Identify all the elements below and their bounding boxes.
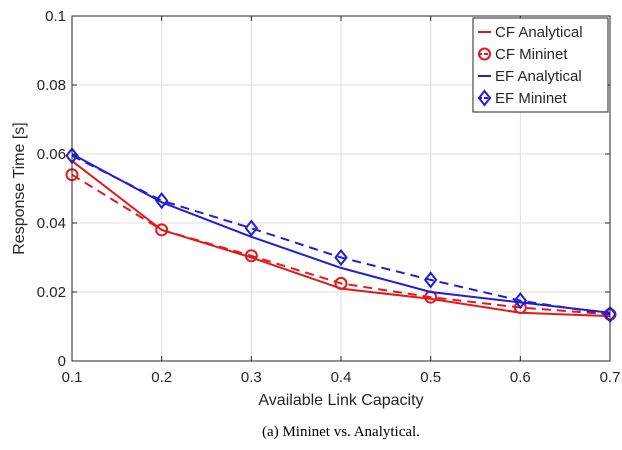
data-point-ef-mininet (334, 248, 348, 267)
x-tick-label: 0.1 (62, 369, 83, 386)
x-tick-label: 0.5 (420, 369, 441, 386)
legend-marker-cf-mininet (478, 47, 491, 61)
legend-box (472, 17, 609, 113)
x-tick-label: 0.6 (510, 369, 531, 386)
data-point-ef-mininet (423, 271, 438, 289)
series-line-ef-analytical (71, 153, 611, 314)
y-tick-label: 0.06 (37, 146, 66, 163)
series-ef-mininet (65, 147, 617, 324)
legend-label: CF Mininet (495, 46, 568, 63)
data-point-cf-mininet (334, 276, 348, 290)
data-point-ef-mininet (513, 292, 528, 310)
x-tick-label: 0.2 (151, 369, 172, 386)
y-axis-label: Response Time [s] (11, 122, 28, 255)
x-tick-label: 0.7 (600, 369, 621, 386)
y-tick-label: 0 (58, 353, 66, 370)
y-tick-label: 0.08 (37, 77, 66, 94)
data-point-ef-mininet (244, 219, 259, 237)
x-tick-label: 0.4 (331, 369, 352, 386)
series-line-ef-mininet (71, 154, 611, 316)
axis-ticks: 0.1 0.2 0.3 0.4 0.5 0.6 0.7 0 0.02 0.04 0.06 0.08 0.… (37, 8, 621, 386)
legend-label: CF Analytical (495, 24, 583, 41)
figure-caption: (a) Mininet vs. Analytical. (262, 424, 420, 440)
plot-series (65, 147, 617, 324)
y-tick-label: 0.02 (37, 284, 66, 301)
legend-label: EF Analytical (495, 68, 582, 85)
legend: CF Analytical CF Mininet EF Analytical EF M… (472, 17, 609, 113)
y-tick-label: 0.04 (37, 215, 66, 232)
legend-label: EF Mininet (495, 90, 568, 107)
x-tick-label: 0.3 (241, 369, 262, 386)
x-axis-label: Available Link Capacity (258, 392, 423, 409)
data-point-cf-mininet (244, 249, 258, 263)
y-tick-label: 0.1 (45, 8, 66, 25)
series-ef-analytical (71, 153, 611, 314)
legend-marker-ef-mininet (477, 89, 492, 107)
data-point-ef-mininet (154, 191, 169, 210)
data-point-cf-mininet (155, 223, 169, 237)
